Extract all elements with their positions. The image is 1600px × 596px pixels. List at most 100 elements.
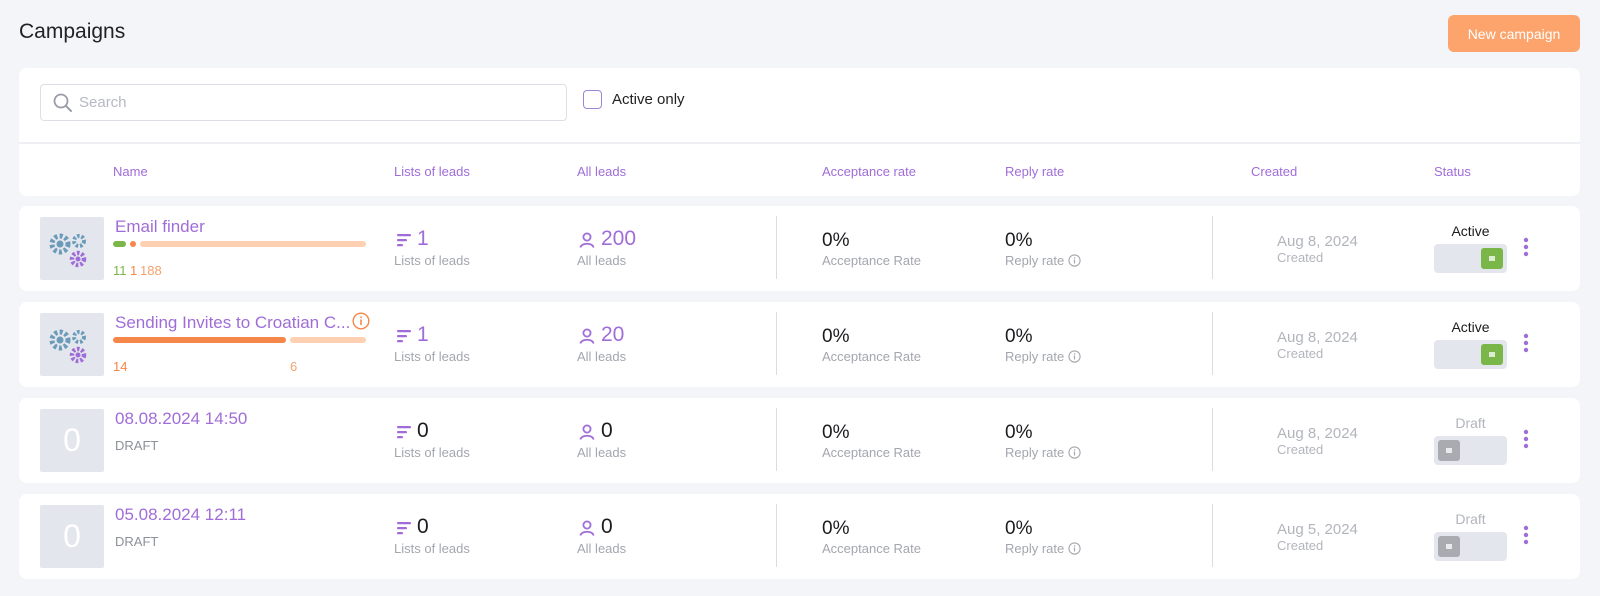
leads-label: All leads xyxy=(577,445,627,460)
progress-count: 14 xyxy=(113,359,128,374)
lists-label: Lists of leads xyxy=(394,445,470,460)
status-label: Active xyxy=(1451,223,1490,239)
draft-label: DRAFT xyxy=(115,534,159,549)
lists-count: 0 xyxy=(417,515,429,538)
toggle-knob xyxy=(1481,344,1503,365)
campaign-row[interactable]: Sending Invites to Croatian C... 14 6 1 … xyxy=(19,302,1580,387)
more-options-icon[interactable] xyxy=(1518,428,1534,450)
leads-count: 0 xyxy=(601,419,613,442)
created-label: Created xyxy=(1277,538,1324,553)
lists-count: 1 xyxy=(417,227,429,250)
leads-label: All leads xyxy=(577,253,627,268)
leads-label: All leads xyxy=(577,349,627,364)
reply-rate-value: 0% xyxy=(1005,230,1033,251)
new-campaign-button[interactable]: New campaign xyxy=(1448,15,1580,52)
warning-info-icon[interactable] xyxy=(352,312,370,330)
active-only-label: Active only xyxy=(612,91,685,108)
gears-icon xyxy=(49,233,87,268)
search-input[interactable] xyxy=(79,85,549,120)
info-icon[interactable] xyxy=(1068,254,1081,267)
leads-count: 0 xyxy=(601,515,613,538)
reply-rate-label: Reply rate xyxy=(1005,541,1081,556)
campaign-name-link[interactable]: Email finder xyxy=(115,217,205,236)
column-divider xyxy=(1212,504,1213,567)
progress-count: 11 xyxy=(113,263,127,278)
leads-count: 20 xyxy=(601,323,625,346)
campaign-thumbnail xyxy=(40,313,104,376)
acceptance-rate-value: 0% xyxy=(822,422,850,443)
column-divider xyxy=(776,504,777,567)
user-icon xyxy=(579,232,595,248)
column-divider xyxy=(776,408,777,471)
status-label: Active xyxy=(1451,319,1490,335)
created-date: Aug 5, 2024 xyxy=(1277,521,1358,538)
status-toggle[interactable] xyxy=(1434,244,1507,273)
progress-bar-segment xyxy=(113,241,126,247)
leads-count: 200 xyxy=(601,227,637,250)
campaign-row[interactable]: Email finder 11 1 188 1 Lists of leads 2… xyxy=(19,206,1580,291)
search-icon xyxy=(53,93,72,112)
reply-rate-label: Reply rate xyxy=(1005,445,1081,460)
campaign-thumbnail xyxy=(40,217,104,280)
lists-label: Lists of leads xyxy=(394,349,470,364)
acceptance-rate-value: 0% xyxy=(822,518,850,539)
campaign-name-link[interactable]: 08.08.2024 14:50 xyxy=(115,409,248,428)
column-header-created[interactable]: Created xyxy=(1251,164,1298,179)
column-divider xyxy=(1212,216,1213,279)
column-header-reply-rate[interactable]: Reply rate xyxy=(1005,164,1065,179)
column-header-status[interactable]: Status xyxy=(1434,164,1471,179)
status-toggle[interactable] xyxy=(1434,436,1507,465)
lists-count: 0 xyxy=(417,419,429,442)
reply-rate-label: Reply rate xyxy=(1005,349,1081,364)
column-divider xyxy=(1212,312,1213,375)
leads-label: All leads xyxy=(577,541,627,556)
acceptance-rate-label: Acceptance Rate xyxy=(822,253,922,268)
page-title: Campaigns xyxy=(19,20,126,43)
user-icon xyxy=(579,520,595,536)
gears-icon xyxy=(49,329,87,364)
campaign-thumbnail: 0 xyxy=(40,505,104,568)
campaign-row[interactable]: 0 05.08.2024 12:11 DRAFT 0 Lists of lead… xyxy=(19,494,1580,579)
progress-bar-segment xyxy=(113,337,286,343)
active-only-checkbox[interactable] xyxy=(583,90,602,109)
status-label: Draft xyxy=(1455,511,1486,527)
more-options-icon[interactable] xyxy=(1518,236,1534,258)
column-divider xyxy=(776,312,777,375)
campaign-name-link[interactable]: Sending Invites to Croatian C... xyxy=(115,313,351,332)
search-box[interactable] xyxy=(40,84,567,121)
lists-label: Lists of leads xyxy=(394,253,470,268)
progress-bar-segment xyxy=(130,241,136,247)
campaign-name-link[interactable]: 05.08.2024 12:11 xyxy=(115,505,247,524)
info-icon[interactable] xyxy=(1068,542,1081,555)
created-date: Aug 8, 2024 xyxy=(1277,425,1358,442)
column-header-all-leads[interactable]: All leads xyxy=(577,164,627,179)
column-divider xyxy=(776,216,777,279)
more-options-icon[interactable] xyxy=(1518,524,1534,546)
column-divider xyxy=(1212,408,1213,471)
info-icon[interactable] xyxy=(1068,446,1081,459)
user-icon xyxy=(579,328,595,344)
status-toggle[interactable] xyxy=(1434,340,1507,369)
column-header-name[interactable]: Name xyxy=(113,164,148,179)
list-icon xyxy=(397,522,411,535)
status-toggle[interactable] xyxy=(1434,532,1507,561)
campaign-thumbnail: 0 xyxy=(40,409,104,472)
toolbar-card: Active only Name Lists of leads All lead… xyxy=(19,68,1580,196)
acceptance-rate-label: Acceptance Rate xyxy=(822,349,922,364)
campaign-row[interactable]: 0 08.08.2024 14:50 DRAFT 0 Lists of lead… xyxy=(19,398,1580,483)
column-header-lists[interactable]: Lists of leads xyxy=(394,164,470,179)
column-header-acceptance-rate[interactable]: Acceptance rate xyxy=(822,164,916,179)
list-icon xyxy=(397,330,411,343)
created-label: Created xyxy=(1277,346,1324,361)
active-only-filter[interactable]: Active only xyxy=(583,90,685,109)
progress-count: 188 xyxy=(140,263,162,278)
toggle-knob xyxy=(1438,440,1460,461)
created-label: Created xyxy=(1277,442,1324,457)
reply-rate-value: 0% xyxy=(1005,326,1033,347)
list-icon xyxy=(397,234,411,247)
more-options-icon[interactable] xyxy=(1518,332,1534,354)
acceptance-rate-value: 0% xyxy=(822,230,850,251)
reply-rate-value: 0% xyxy=(1005,422,1033,443)
progress-count: 6 xyxy=(290,359,298,374)
info-icon[interactable] xyxy=(1068,350,1081,363)
